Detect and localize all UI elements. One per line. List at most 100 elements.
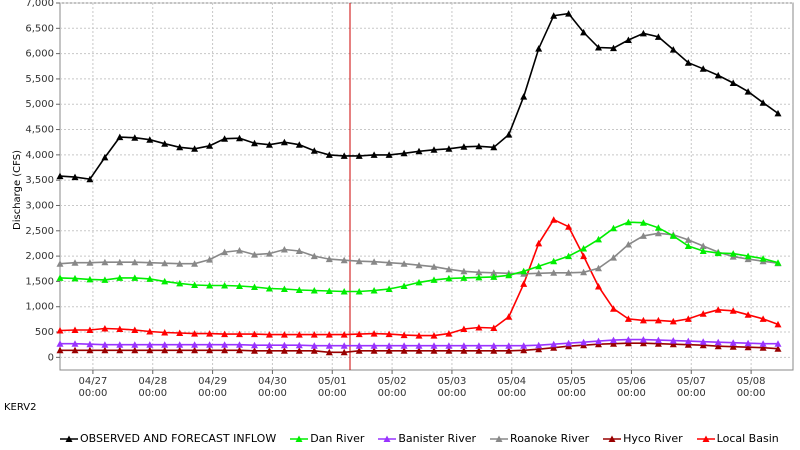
y-tick-label: 0 xyxy=(48,352,54,363)
data-point xyxy=(71,326,79,333)
y-axis-ticks: 0 500 1,000 1,500 2,000 2,500 3,000 3,500 4,000 4… xyxy=(25,0,60,363)
y-tick-label: 2,500 xyxy=(25,226,54,237)
data-point xyxy=(729,79,737,86)
data-point xyxy=(729,250,737,257)
series-dan-river xyxy=(56,218,782,295)
data-point xyxy=(430,332,438,339)
data-point xyxy=(699,341,707,349)
data-point xyxy=(221,248,229,256)
data-point xyxy=(86,346,94,354)
data-point xyxy=(131,326,139,333)
data-point xyxy=(295,141,303,148)
data-point xyxy=(580,245,588,252)
data-point xyxy=(654,340,662,347)
y-tick-label: 5,500 xyxy=(25,74,54,85)
data-point xyxy=(221,341,229,348)
series-local-basin xyxy=(56,216,782,339)
legend-swatch-icon xyxy=(290,435,309,442)
data-point xyxy=(654,33,662,40)
x-tick-date: 05/04 xyxy=(497,376,526,387)
plot-area xyxy=(59,2,794,371)
data-point xyxy=(191,346,199,354)
data-point xyxy=(430,342,438,349)
data-point xyxy=(505,131,513,138)
data-point xyxy=(265,285,273,292)
data-point xyxy=(101,258,109,266)
data-point xyxy=(206,330,214,337)
data-point xyxy=(639,29,647,37)
x-tick-time: 00:00 xyxy=(677,388,706,399)
legend-swatch-icon xyxy=(60,435,78,442)
data-point xyxy=(236,330,243,338)
data-point xyxy=(669,340,677,348)
legend-label: Roanoke River xyxy=(510,432,590,445)
data-point xyxy=(490,143,498,151)
data-point xyxy=(774,320,782,328)
data-point xyxy=(430,263,438,270)
data-point xyxy=(385,151,393,158)
x-tick-date: 04/30 xyxy=(258,376,287,387)
data-point xyxy=(325,342,333,349)
data-point xyxy=(355,288,363,295)
data-point xyxy=(714,249,722,257)
data-point xyxy=(385,259,393,266)
data-point xyxy=(116,346,124,354)
data-point xyxy=(236,282,243,289)
data-point xyxy=(729,307,737,314)
data-point xyxy=(580,252,588,260)
data-point xyxy=(221,135,229,142)
x-tick-date: 05/07 xyxy=(677,376,706,387)
data-point xyxy=(550,344,558,351)
data-point xyxy=(595,264,602,272)
legend-label: Banister River xyxy=(398,432,477,445)
data-point xyxy=(176,143,184,151)
data-point xyxy=(116,274,124,281)
y-tick-label: 500 xyxy=(35,327,54,338)
data-point xyxy=(460,325,468,332)
data-point xyxy=(460,267,468,275)
data-point xyxy=(340,288,348,295)
data-point xyxy=(669,337,677,344)
data-point xyxy=(505,342,513,349)
y-tick-label: 3,500 xyxy=(25,175,54,186)
data-point xyxy=(146,275,154,282)
data-point xyxy=(355,342,363,349)
data-point xyxy=(580,338,588,346)
y-tick-label: 6,500 xyxy=(25,23,54,34)
data-point xyxy=(639,316,647,324)
data-point xyxy=(86,340,94,348)
data-point xyxy=(340,256,348,264)
data-point xyxy=(774,109,782,117)
data-point xyxy=(265,347,273,354)
data-point xyxy=(325,287,333,294)
data-point xyxy=(445,342,453,349)
data-point xyxy=(116,133,124,141)
data-point xyxy=(325,331,333,338)
x-tick-time: 00:00 xyxy=(378,388,407,399)
data-point xyxy=(535,45,543,52)
data-point xyxy=(206,346,214,354)
data-point xyxy=(56,346,64,354)
data-point xyxy=(639,232,647,239)
data-point xyxy=(445,330,453,337)
data-point xyxy=(340,152,348,159)
data-point xyxy=(595,283,602,290)
data-point xyxy=(101,325,109,332)
data-point xyxy=(86,275,94,283)
data-point xyxy=(475,342,483,349)
data-point xyxy=(595,337,602,345)
data-point xyxy=(714,306,722,313)
data-point xyxy=(221,330,229,338)
legend-swatch-icon xyxy=(378,435,397,442)
x-tick-date: 05/03 xyxy=(438,376,467,387)
y-tick-label: 2,000 xyxy=(25,251,54,262)
data-point xyxy=(251,251,258,258)
data-point xyxy=(325,255,333,263)
data-point xyxy=(251,330,258,338)
data-point xyxy=(415,147,423,155)
data-point xyxy=(310,252,318,260)
data-point xyxy=(176,260,184,267)
data-point xyxy=(699,65,707,72)
data-point xyxy=(520,280,528,287)
data-point xyxy=(191,330,199,337)
